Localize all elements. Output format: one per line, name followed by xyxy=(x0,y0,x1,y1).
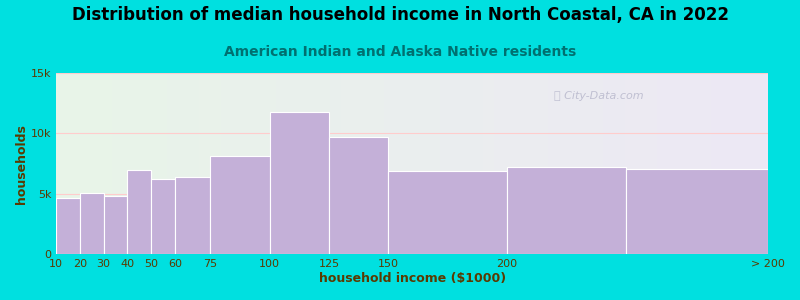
Bar xyxy=(127,170,151,254)
Bar xyxy=(80,193,104,254)
Bar xyxy=(270,112,329,254)
Bar xyxy=(507,167,626,254)
Y-axis label: households: households xyxy=(15,124,28,204)
Bar xyxy=(210,156,270,254)
Bar xyxy=(174,177,210,254)
Bar xyxy=(388,171,507,254)
Bar xyxy=(104,196,127,254)
X-axis label: household income ($1000): household income ($1000) xyxy=(318,272,506,285)
Bar xyxy=(626,169,768,254)
Bar xyxy=(56,197,80,254)
Text: ⓘ City-Data.com: ⓘ City-Data.com xyxy=(554,91,644,101)
Text: American Indian and Alaska Native residents: American Indian and Alaska Native reside… xyxy=(224,45,576,59)
Bar xyxy=(151,179,174,254)
Text: Distribution of median household income in North Coastal, CA in 2022: Distribution of median household income … xyxy=(71,6,729,24)
Bar xyxy=(329,137,388,254)
